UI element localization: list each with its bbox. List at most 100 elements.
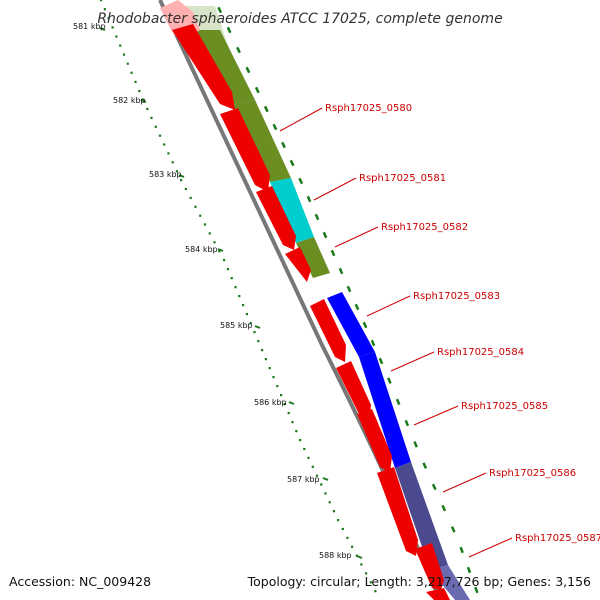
axis-dot xyxy=(374,590,377,593)
axis-dot xyxy=(257,340,260,343)
outer-tick xyxy=(404,419,410,427)
axis-dot xyxy=(175,170,178,173)
outer-tick xyxy=(354,303,360,311)
major-tick xyxy=(254,325,261,329)
axis-dot xyxy=(163,143,166,146)
axis-dot xyxy=(223,259,226,262)
axis-dot xyxy=(291,421,294,424)
gene-leaders xyxy=(279,107,513,558)
axis-dot xyxy=(287,412,290,415)
gene-label[interactable]: Rsph17025_0581 xyxy=(359,173,446,184)
axis-dot xyxy=(126,62,129,65)
axis-dot xyxy=(264,358,267,361)
axis-dot xyxy=(276,385,279,388)
axis-dot xyxy=(303,447,306,451)
outer-tick xyxy=(441,504,447,512)
axis-dot xyxy=(332,510,335,513)
axis-dot xyxy=(184,187,187,191)
axis-dot xyxy=(119,44,122,47)
axis-dot xyxy=(337,519,340,522)
axis-dot xyxy=(315,474,319,477)
axis-dot xyxy=(107,17,110,20)
gene-label[interactable]: Rsph17025_0580 xyxy=(325,103,412,114)
axis-dot xyxy=(253,331,256,334)
gene-leader xyxy=(334,226,379,248)
outer-tick xyxy=(395,398,401,406)
axis-dot xyxy=(189,196,192,199)
gene-label[interactable]: Rsph17025_0585 xyxy=(461,401,548,412)
major-tick xyxy=(288,401,295,405)
tick-label: 581 kbp xyxy=(73,22,106,31)
tick-label: 588 kbp xyxy=(319,551,352,560)
cds-arrow xyxy=(172,24,235,110)
gene-leader xyxy=(442,472,487,493)
axis-dot xyxy=(280,394,283,397)
gene-label[interactable]: Rsph17025_0584 xyxy=(437,347,524,358)
map-title: Rhodobacter sphaeroides ATCC 17025, comp… xyxy=(97,11,502,27)
axis-dot xyxy=(351,545,354,548)
axis-dot xyxy=(245,313,248,316)
outer-tick xyxy=(431,483,437,491)
axis-dot xyxy=(213,241,216,244)
axis-dot xyxy=(249,322,252,325)
gene-label[interactable]: Rsph17025_0582 xyxy=(381,222,468,233)
cog-track xyxy=(182,6,470,600)
axis-dot xyxy=(272,376,275,379)
cog-block xyxy=(196,30,255,105)
outer-tick xyxy=(217,6,223,14)
major-tick xyxy=(99,27,106,31)
axis-dots xyxy=(99,0,377,593)
axis-dot xyxy=(171,161,174,164)
axis-dot xyxy=(320,483,323,486)
tick-label: 582 kbp xyxy=(113,96,146,105)
outer-tick xyxy=(272,123,278,131)
outer-tick xyxy=(245,66,251,74)
gene-label[interactable]: Rsph17025_0587 xyxy=(515,533,600,544)
axis-dot xyxy=(355,554,358,557)
axis-dot xyxy=(122,53,126,56)
outer-tick xyxy=(346,285,352,293)
axis-dot xyxy=(299,439,302,442)
axis-dot xyxy=(261,349,264,352)
axis-dot xyxy=(238,295,241,298)
outer-ticks xyxy=(217,6,479,594)
tick-label: 583 kbp xyxy=(149,170,182,179)
outer-tick xyxy=(387,377,392,384)
axis-dot xyxy=(150,116,153,119)
major-tick xyxy=(140,99,147,103)
outer-tick xyxy=(370,339,376,347)
cog-block xyxy=(359,352,411,468)
outer-tick xyxy=(263,105,269,113)
axis-dot xyxy=(283,403,286,406)
cds-arrow xyxy=(310,299,346,362)
axis-dot xyxy=(369,581,372,584)
outer-tick xyxy=(378,357,384,365)
axis-dot xyxy=(154,125,157,128)
outer-tick xyxy=(306,195,312,203)
outer-tick xyxy=(338,267,344,275)
axis-dot xyxy=(103,8,106,11)
outer-tick xyxy=(474,586,479,594)
axis-dot xyxy=(341,527,344,531)
axis-dot xyxy=(226,268,229,271)
axis-dot xyxy=(111,26,114,29)
gene-label[interactable]: Rsph17025_0586 xyxy=(489,468,576,479)
axis-dot xyxy=(365,572,368,575)
axis-dot xyxy=(134,80,137,83)
cds-arrow xyxy=(357,409,392,473)
axis-dot xyxy=(194,205,197,208)
axis-dot xyxy=(158,134,162,137)
gene-label[interactable]: Rsph17025_0583 xyxy=(413,291,500,302)
axis-dot xyxy=(324,492,327,495)
cds-arrow xyxy=(415,543,444,590)
outer-tick xyxy=(413,441,418,448)
axis-dot xyxy=(242,304,245,307)
axis-dot xyxy=(146,107,149,111)
major-tick xyxy=(178,174,185,178)
gene-labels: Rsph17025_0580 Rsph17025_0581 Rsph17025_… xyxy=(325,103,600,544)
gene-leader xyxy=(366,295,411,317)
outer-tick xyxy=(459,546,464,554)
axis-dot xyxy=(346,536,349,539)
outer-tick xyxy=(281,141,286,149)
